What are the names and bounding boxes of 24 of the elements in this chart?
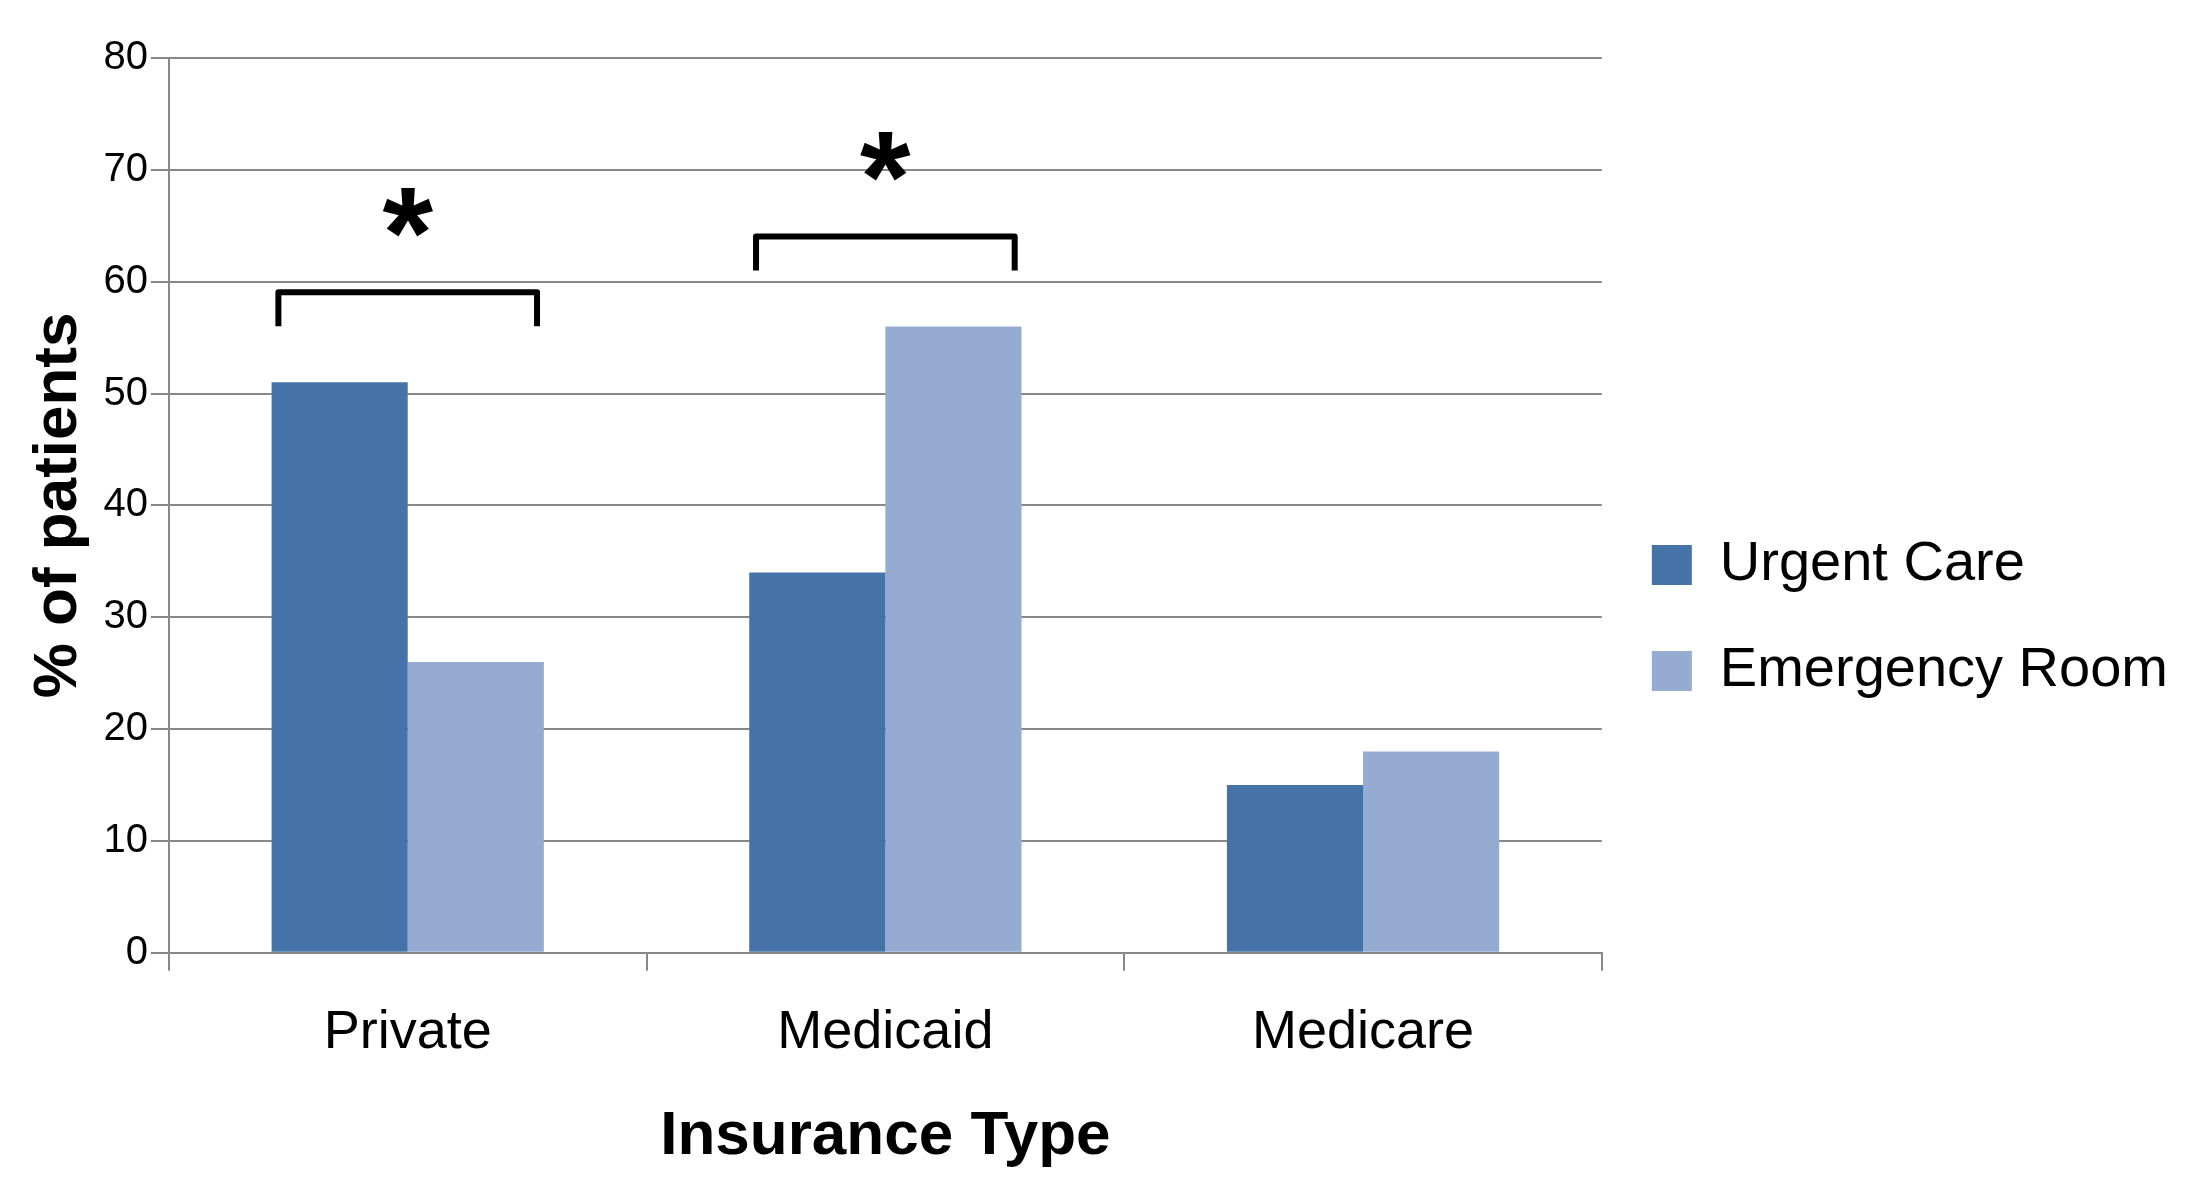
y-tick-label: 40: [103, 480, 148, 525]
legend-label: Urgent Care: [1719, 529, 2025, 593]
y-tick-label: 60: [103, 256, 148, 301]
annotation: *: [860, 104, 912, 251]
y-axis-title: % of patients: [20, 312, 90, 699]
y-tick-label: 80: [103, 33, 148, 78]
x-tick-label: Private: [323, 999, 492, 1060]
bar: [407, 661, 544, 952]
y-tick-label: 70: [103, 144, 148, 189]
y-tick-label: 50: [103, 368, 148, 413]
y-tick-label: 0: [125, 927, 148, 972]
y-tick-label: 20: [103, 704, 148, 749]
x-axis-title: Insurance Type: [660, 1097, 1111, 1167]
bar: [1363, 751, 1500, 952]
legend-label: Emergency Room: [1719, 635, 2169, 699]
bar: [271, 382, 408, 952]
x-tick-label: Medicaid: [777, 999, 994, 1060]
y-tick-label: 10: [103, 815, 148, 860]
y-tick-label: 30: [103, 592, 148, 637]
x-tick-label: Medicare: [1251, 999, 1475, 1060]
bar: [749, 572, 886, 952]
bar: [1226, 785, 1364, 952]
annotation: *: [382, 160, 434, 307]
bar: [885, 326, 1022, 952]
